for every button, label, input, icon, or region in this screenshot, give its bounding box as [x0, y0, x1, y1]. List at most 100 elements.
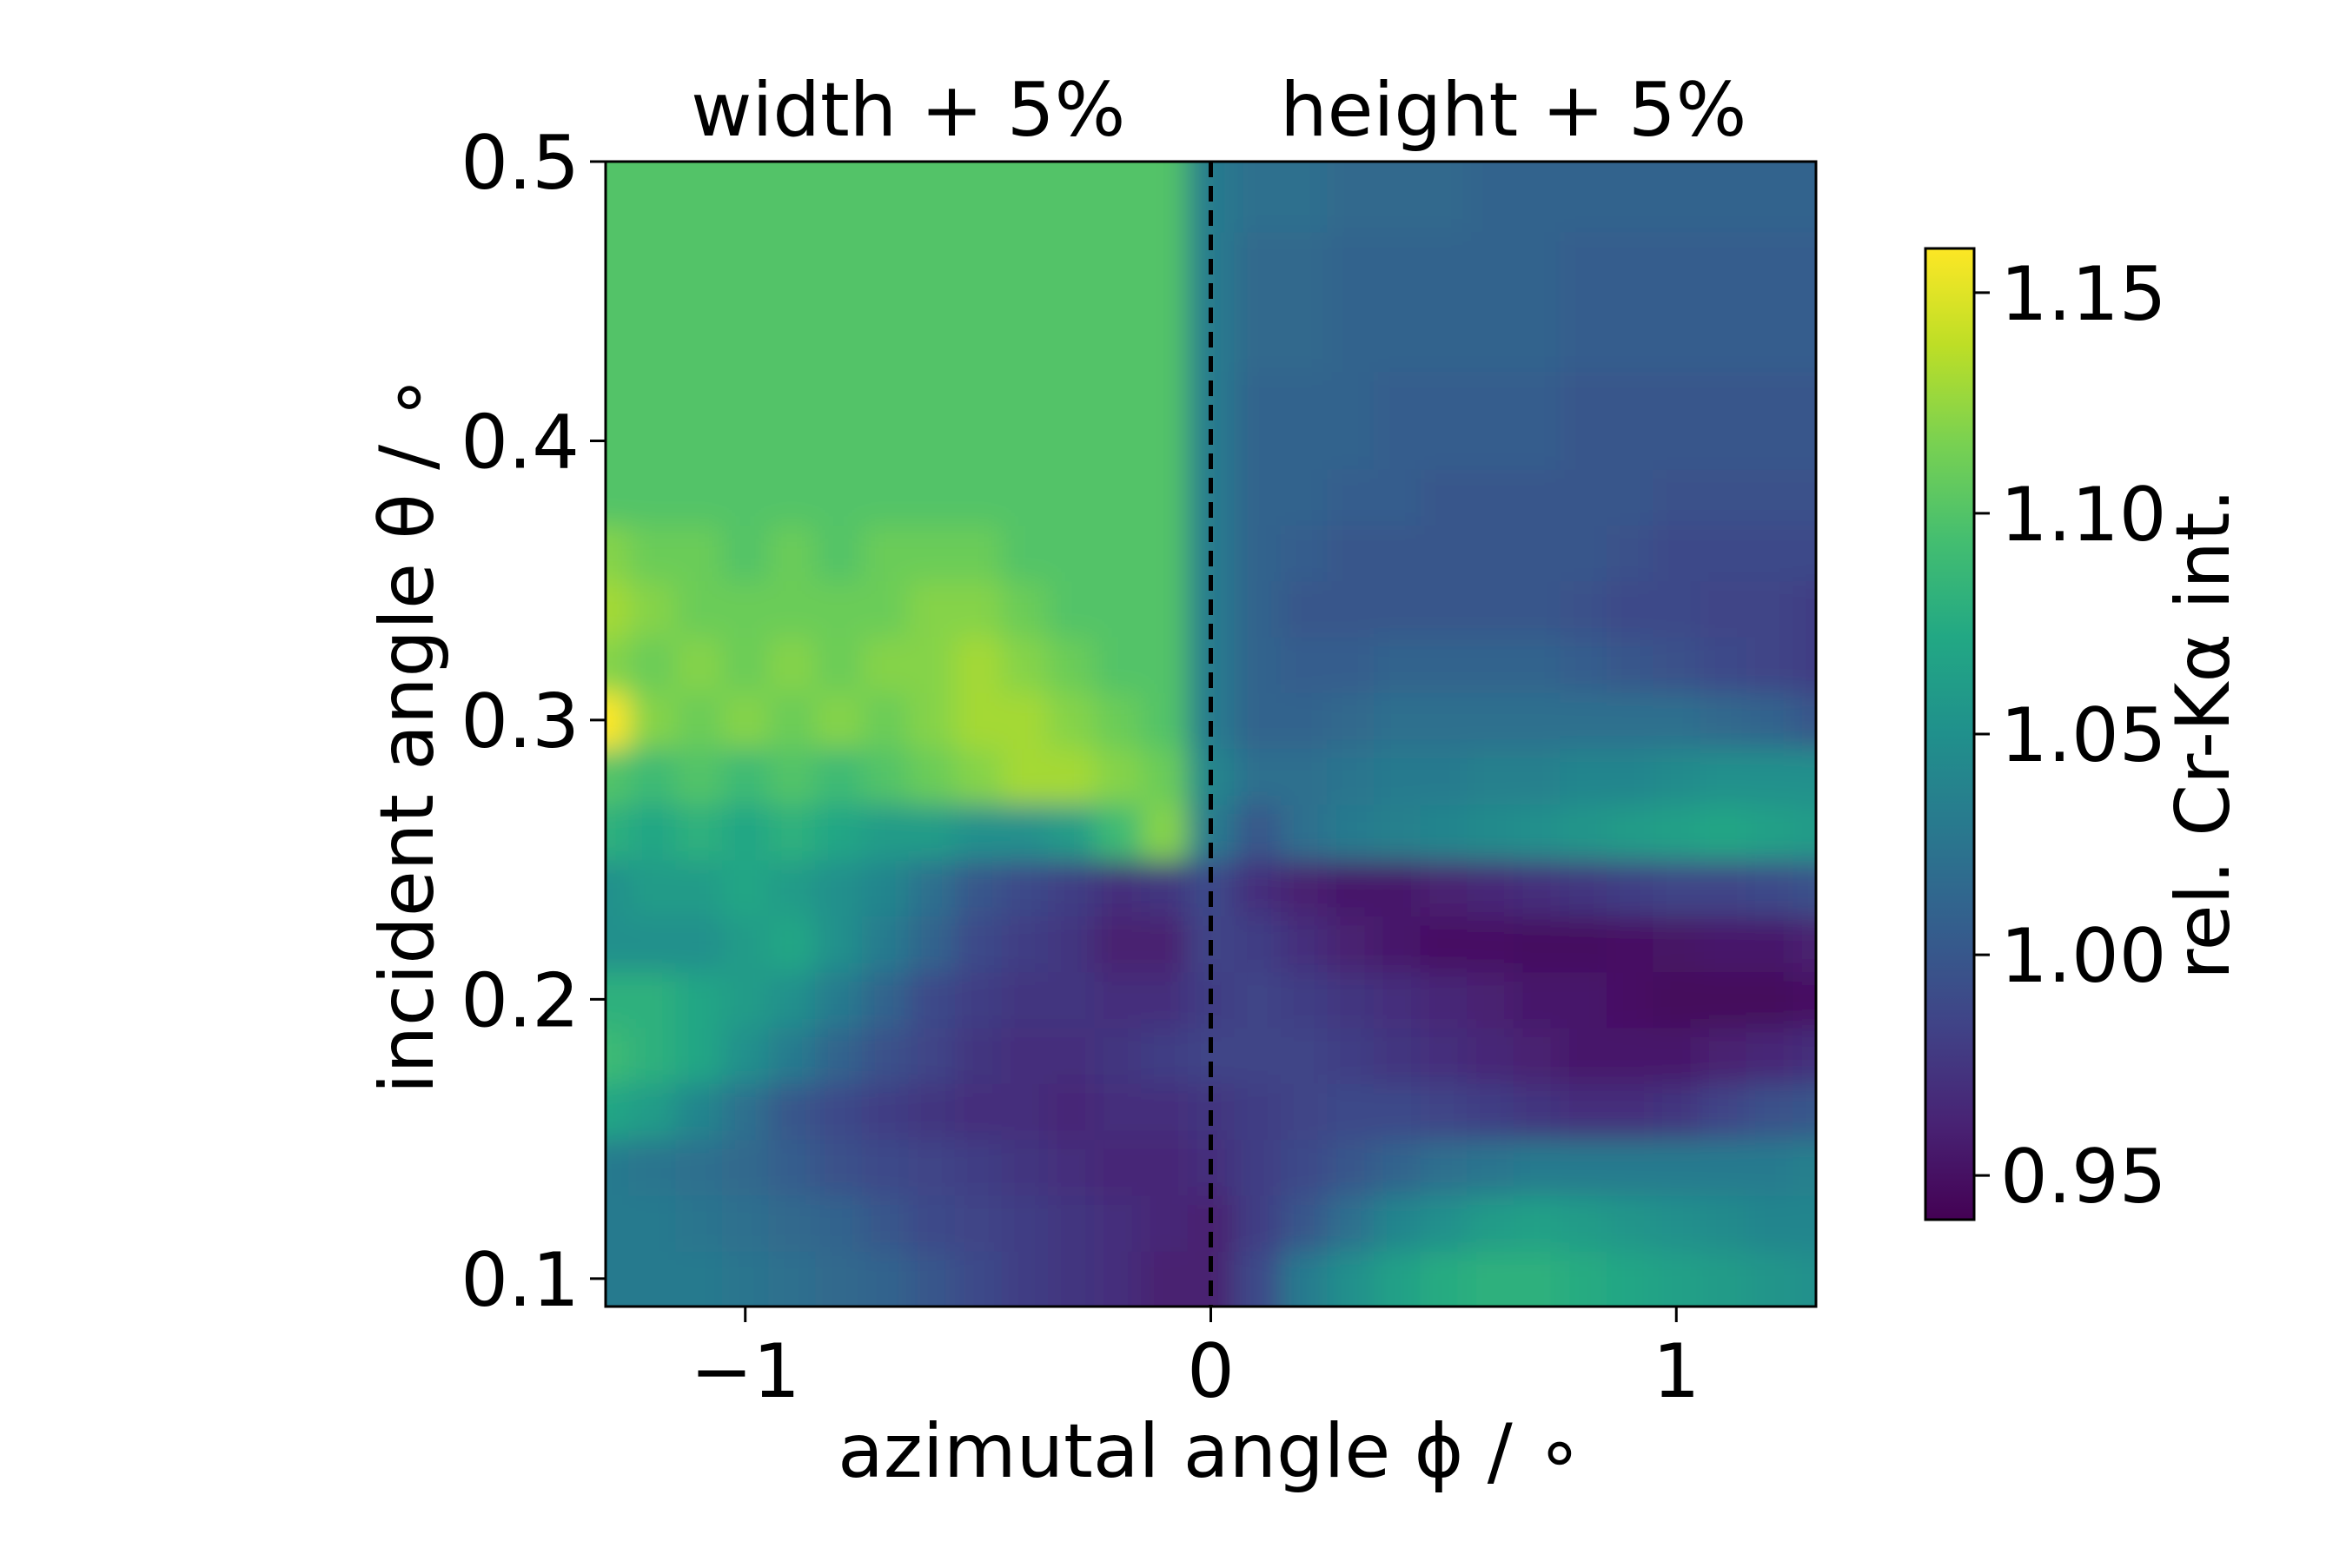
- heatmap-cell: [1234, 1082, 1282, 1141]
- colorbar-tick-label: 1.15: [2000, 251, 2166, 338]
- heatmap-cell: [1141, 1139, 1189, 1196]
- heatmap-cell: [1606, 1082, 1654, 1141]
- heatmap-cell: [1793, 580, 1816, 638]
- heatmap-cell: [1560, 231, 1607, 373]
- heatmap-cell: [675, 580, 723, 638]
- heatmap-cell: [861, 1139, 910, 1196]
- heatmap-cell: [1700, 1082, 1747, 1141]
- heatmap-cell: [1560, 371, 1607, 470]
- heatmap-cell: [1700, 524, 1747, 582]
- heatmap-cell: [1374, 748, 1422, 805]
- heatmap-cell: [1793, 636, 1816, 693]
- heatmap-cell: [861, 524, 910, 582]
- heatmap-cell: [628, 971, 677, 1029]
- heatmap-cell: [1606, 636, 1654, 693]
- heatmap-cell: [815, 1194, 863, 1252]
- heatmap-cell: [1700, 1250, 1747, 1307]
- heatmap-cell: [1048, 804, 1096, 861]
- heatmap-cell: [1560, 916, 1607, 973]
- heatmap-cell: [1606, 524, 1654, 582]
- heatmap-cell: [1653, 1250, 1701, 1307]
- heatmap-cell: [628, 524, 677, 582]
- heatmap-cell: [1653, 859, 1701, 916]
- heatmap-cell: [1793, 916, 1816, 973]
- heatmap-cell: [1653, 524, 1701, 582]
- heatmap-cell: [1094, 804, 1143, 861]
- heatmap-cell: [628, 1027, 677, 1084]
- heatmap-cell: [908, 691, 956, 750]
- heatmap-cell: [1234, 371, 1282, 470]
- heatmap-cell: [1374, 524, 1422, 582]
- heatmap-cell: [1746, 524, 1794, 582]
- heatmap-cell: [861, 916, 910, 973]
- heatmap-cell: [1653, 636, 1701, 693]
- heatmap-cell: [1374, 636, 1422, 693]
- heatmap-cell: [606, 1082, 630, 1141]
- heatmap-cell: [721, 859, 770, 916]
- heatmap-cell: [1606, 231, 1654, 373]
- heatmap-cell: [768, 162, 817, 233]
- heatmap-cell: [675, 468, 723, 526]
- heatmap-cell: [1467, 916, 1514, 973]
- colorbar-tick-label: 0.95: [2000, 1134, 2166, 1221]
- heatmap-cell: [861, 859, 910, 916]
- heatmap-cell: [954, 916, 1003, 973]
- heatmap-cell: [1700, 748, 1747, 805]
- heatmap-cell: [675, 1027, 723, 1084]
- heatmap-cell: [1746, 580, 1794, 638]
- heatmap-cell: [1467, 1027, 1514, 1084]
- heatmap-cell: [1560, 636, 1607, 693]
- heatmap-cell: [954, 691, 1003, 750]
- heatmap-cell: [1746, 231, 1794, 373]
- heatmap-cell: [861, 162, 910, 233]
- heatmap-cell: [1746, 748, 1794, 805]
- heatmap-cell: [1048, 524, 1096, 582]
- heatmap-cell: [1234, 691, 1282, 750]
- heatmap-cell: [768, 691, 817, 750]
- heatmap-cell: [1793, 468, 1816, 526]
- heatmap-cell: [1653, 371, 1701, 470]
- heatmap-cell: [1001, 371, 1049, 470]
- heatmap-cell: [1467, 1139, 1514, 1196]
- heatmap-cell: [1001, 804, 1049, 861]
- heatmap-cell: [1001, 971, 1049, 1029]
- heatmap-cell: [1700, 859, 1747, 916]
- x-tick-label: 0: [1187, 1328, 1235, 1415]
- heatmap-cell: [815, 1027, 863, 1084]
- colorbar-label: rel. Cr-Kα int.: [2160, 488, 2247, 980]
- heatmap-cell: [1606, 916, 1654, 973]
- heatmap-cell: [628, 1194, 677, 1252]
- heatmap-cell: [815, 1250, 863, 1307]
- heatmap-cell: [1467, 636, 1514, 693]
- heatmap-cell: [1280, 371, 1329, 470]
- heatmap-cell: [1653, 580, 1701, 638]
- heatmap-cell: [675, 859, 723, 916]
- heatmap-cell: [1746, 636, 1794, 693]
- heatmap-cell: [908, 1139, 956, 1196]
- heatmap-cell: [908, 1027, 956, 1084]
- heatmap-cell: [1513, 1139, 1561, 1196]
- heatmap-cell: [768, 1250, 817, 1307]
- heatmap-cell: [1327, 524, 1375, 582]
- heatmap-cell: [1280, 468, 1329, 526]
- heatmap-cell: [1374, 1250, 1422, 1307]
- heatmap-cell: [1513, 804, 1561, 861]
- heatmap-cell: [1793, 1139, 1816, 1196]
- heatmap-cell: [1653, 162, 1701, 233]
- heatmap-cell: [1560, 524, 1607, 582]
- heatmap-cell: [1280, 1082, 1329, 1141]
- heatmap-cell: [1746, 916, 1794, 973]
- heatmap-cell: [908, 371, 956, 470]
- heatmap-cell: [721, 971, 770, 1029]
- heatmap-cell: [1048, 971, 1096, 1029]
- heatmap-cell: [1420, 1082, 1468, 1141]
- heatmap-cell: [1094, 162, 1143, 233]
- heatmap-cell: [954, 1250, 1003, 1307]
- heatmap-cell: [675, 231, 723, 373]
- heatmap-cell: [1234, 1250, 1282, 1307]
- heatmap-cell: [1141, 1194, 1189, 1252]
- heatmap-cell: [1420, 636, 1468, 693]
- heatmap-cell: [628, 804, 677, 861]
- heatmap-cell: [1793, 231, 1816, 373]
